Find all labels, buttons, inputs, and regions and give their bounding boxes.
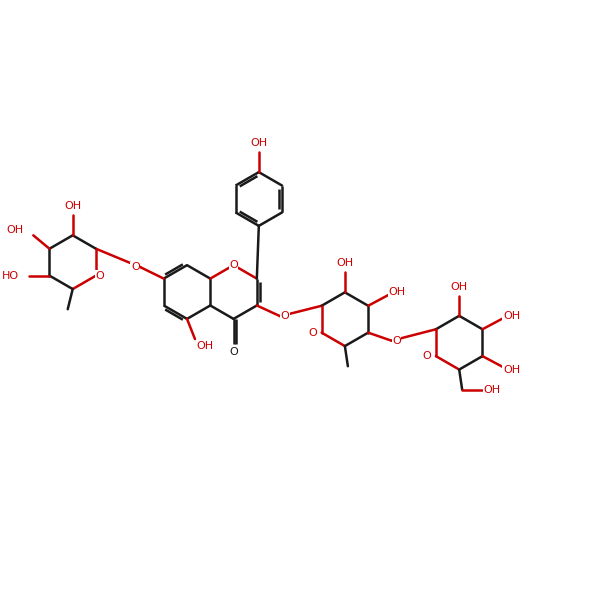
Text: OH: OH [503, 311, 520, 320]
Text: O: O [308, 328, 317, 338]
Text: OH: OH [196, 341, 214, 351]
Text: O: O [422, 351, 431, 361]
Text: HO: HO [2, 271, 19, 281]
Text: OH: OH [503, 365, 520, 375]
Text: O: O [95, 271, 104, 281]
Text: OH: OH [451, 282, 468, 292]
Text: OH: OH [484, 385, 501, 395]
Text: O: O [229, 260, 238, 270]
Text: O: O [281, 311, 290, 321]
Text: OH: OH [250, 138, 268, 148]
Text: O: O [131, 262, 140, 272]
Text: OH: OH [64, 201, 81, 211]
Text: O: O [229, 347, 238, 356]
Text: O: O [392, 336, 401, 346]
Text: OH: OH [389, 287, 406, 297]
Text: OH: OH [6, 226, 23, 235]
Text: OH: OH [337, 258, 353, 268]
